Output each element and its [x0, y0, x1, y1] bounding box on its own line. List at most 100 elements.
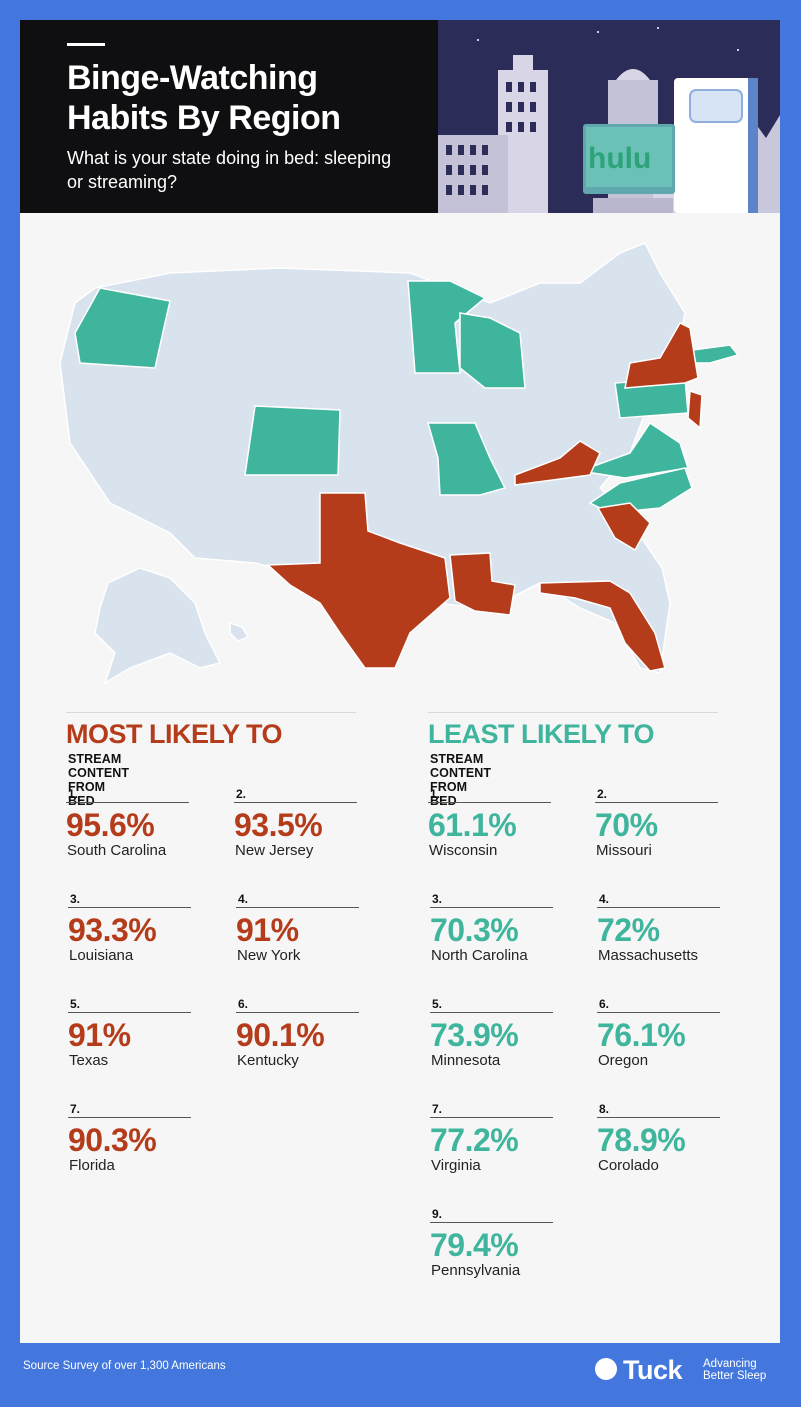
us-map: [59, 242, 740, 685]
rank-number: 6.: [597, 997, 720, 1013]
percentage: 78.9%: [597, 1122, 686, 1158]
rank-number: 4.: [597, 892, 720, 908]
new-york-state: [624, 322, 699, 389]
percentage: 70.3%: [430, 912, 519, 948]
state-name: Oregon: [598, 1052, 649, 1069]
percentage: 61.1%: [428, 807, 517, 843]
wisconsin-state: [459, 312, 526, 389]
moon-icon: [595, 1358, 617, 1380]
percentage: 90.1%: [236, 1017, 325, 1053]
most-likely-item: 6. 90.1% Kentucky: [236, 997, 361, 1070]
most-likely-item: 4. 91% New York: [236, 892, 361, 965]
tagline-line-2: Better Sleep: [703, 1370, 767, 1382]
least-likely-title: LEAST LIKELY TO: [428, 712, 718, 749]
rank-number: 2.: [234, 787, 357, 803]
percentage: 93.3%: [68, 912, 157, 948]
most-likely-item: 1. 95.6% South Carolina: [66, 787, 191, 860]
us-landmass: [59, 242, 686, 674]
colorado-state: [244, 405, 341, 476]
city-skyline-illustration: hulu: [438, 20, 780, 213]
state-name: Virginia: [431, 1157, 481, 1174]
rank-number: 7.: [68, 1102, 191, 1118]
most-likely-title: MOST LIKELY TO: [66, 712, 356, 749]
state-name: Texas: [69, 1052, 109, 1069]
least-likely-subtitle: STREAM CONTENT FROM BED: [430, 752, 492, 808]
percentage: 95.6%: [66, 807, 155, 843]
rank-number: 5.: [68, 997, 191, 1013]
percentage: 70%: [595, 807, 658, 843]
rank-number: 1.: [428, 787, 551, 803]
state-name: Wisconsin: [429, 842, 498, 859]
state-name: Corolado: [598, 1157, 659, 1174]
state-name: Missouri: [596, 842, 652, 859]
most-likely-item: 5. 91% Texas: [68, 997, 193, 1070]
hulu-logo: hulu: [588, 142, 651, 175]
title-rule: [67, 43, 105, 46]
rank-number: 3.: [430, 892, 553, 908]
rank-number: 9.: [430, 1207, 553, 1223]
percentage: 91%: [236, 912, 299, 948]
most-likely-item: 7. 90.3% Florida: [68, 1102, 193, 1175]
brand-tagline: Advancing Better Sleep: [703, 1358, 766, 1382]
rank-number: 5.: [430, 997, 553, 1013]
alaska-state: [94, 567, 222, 685]
tagline-line-1: Advancing: [703, 1358, 757, 1370]
massachusetts-state: [692, 344, 740, 364]
percentage: 73.9%: [430, 1017, 519, 1053]
percentage: 91%: [68, 1017, 131, 1053]
missouri-state: [427, 422, 507, 496]
least-likely-item: 3. 70.3% North Carolina: [430, 892, 555, 965]
kentucky-state: [514, 440, 601, 486]
louisiana-state: [449, 552, 516, 616]
state-name: Minnesota: [431, 1052, 501, 1069]
new-jersey-state: [687, 389, 703, 430]
state-name: Pennsylvania: [431, 1262, 521, 1279]
percentage: 72%: [597, 912, 660, 948]
state-name: South Carolina: [67, 842, 167, 859]
header-banner: Binge-Watching Habits By Region What is …: [20, 20, 780, 213]
south-carolina-state: [596, 502, 651, 552]
least-likely-item: 9. 79.4% Pennsylvania: [430, 1207, 555, 1280]
percentage: 90.3%: [68, 1122, 157, 1158]
rank-number: 1.: [66, 787, 189, 803]
percentage: 76.1%: [597, 1017, 686, 1053]
least-likely-item: 8. 78.9% Corolado: [597, 1102, 722, 1175]
content-panel: [20, 20, 780, 1343]
page-subtitle: What is your state doing in bed: sleepin…: [67, 148, 392, 192]
tuck-brand: Tuck Advancing Better Sleep: [595, 1354, 775, 1388]
percentage: 79.4%: [430, 1227, 519, 1263]
rank-number: 2.: [595, 787, 718, 803]
percentage: 77.2%: [430, 1122, 519, 1158]
state-name: New Jersey: [235, 842, 314, 859]
brand-name: Tuck: [623, 1355, 683, 1385]
minnesota-state: [407, 280, 487, 374]
least-likely-item: 4. 72% Massachusetts: [597, 892, 722, 965]
most-likely-item: 2. 93.5% New Jersey: [234, 787, 359, 860]
virginia-state: [579, 421, 689, 479]
hawaii-state: [229, 621, 250, 642]
least-likely-item: 1. 61.1% Wisconsin: [428, 787, 553, 860]
rank-number: 4.: [236, 892, 359, 908]
most-likely-subtitle: STREAM CONTENT FROM BED: [68, 752, 130, 808]
least-likely-item: 6. 76.1% Oregon: [597, 997, 722, 1070]
rank-number: 7.: [430, 1102, 553, 1118]
state-name: Kentucky: [237, 1052, 299, 1069]
state-name: New York: [237, 947, 301, 964]
least-likely-item: 7. 77.2% Virginia: [430, 1102, 555, 1175]
percentage: 93.5%: [234, 807, 323, 843]
rank-number: 6.: [236, 997, 359, 1013]
least-likely-item: 5. 73.9% Minnesota: [430, 997, 555, 1070]
state-name: Florida: [69, 1157, 115, 1174]
oregon-state: [74, 287, 171, 369]
most-likely-item: 3. 93.3% Louisiana: [68, 892, 193, 965]
rank-number: 3.: [68, 892, 191, 908]
state-name: North Carolina: [431, 947, 528, 964]
florida-state: [539, 580, 666, 672]
page-title: Binge-Watching Habits By Region: [67, 59, 341, 137]
least-likely-item: 2. 70% Missouri: [595, 787, 720, 860]
state-name: Massachusetts: [598, 947, 699, 964]
rank-number: 8.: [597, 1102, 720, 1118]
texas-state: [266, 492, 451, 669]
state-name: Louisiana: [69, 947, 134, 964]
source-note: Source Survey of over 1,300 Americans: [23, 1360, 226, 1372]
